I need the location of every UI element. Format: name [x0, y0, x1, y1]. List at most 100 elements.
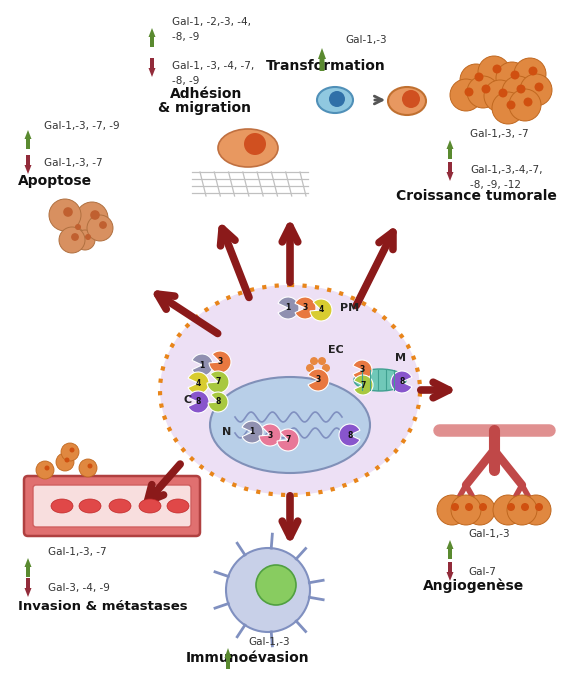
Circle shape [87, 464, 93, 469]
Circle shape [56, 453, 74, 471]
Text: Croissance tumorale: Croissance tumorale [395, 189, 556, 203]
Ellipse shape [139, 499, 161, 513]
Ellipse shape [79, 499, 101, 513]
Wedge shape [353, 360, 372, 380]
Circle shape [451, 495, 481, 525]
Text: Gal-1,-3: Gal-1,-3 [468, 529, 510, 539]
Text: Gal-1,-3,-4,-7,: Gal-1,-3,-4,-7, [470, 165, 543, 175]
Circle shape [535, 503, 543, 511]
Circle shape [464, 87, 474, 96]
Ellipse shape [167, 499, 189, 513]
Circle shape [507, 100, 515, 109]
Circle shape [91, 211, 99, 219]
Circle shape [256, 565, 296, 605]
Circle shape [511, 71, 519, 80]
Text: -8, -9: -8, -9 [172, 32, 199, 42]
Text: Gal-1,-3: Gal-1,-3 [248, 637, 290, 647]
Circle shape [493, 65, 501, 74]
Text: Gal-1,-3, -7: Gal-1,-3, -7 [44, 158, 102, 168]
Circle shape [244, 133, 266, 155]
Text: -8, -9: -8, -9 [172, 76, 199, 86]
Circle shape [492, 92, 524, 124]
Text: 4: 4 [195, 379, 201, 387]
Ellipse shape [354, 369, 406, 391]
Circle shape [437, 495, 467, 525]
Circle shape [36, 461, 54, 479]
Text: 7: 7 [215, 377, 221, 387]
Text: Transformation: Transformation [266, 59, 386, 73]
Wedge shape [354, 375, 373, 395]
Text: 8: 8 [195, 398, 201, 407]
Wedge shape [259, 424, 281, 446]
Text: Gal-7: Gal-7 [468, 567, 496, 577]
Text: Invasion & métastases: Invasion & métastases [18, 600, 188, 613]
Circle shape [478, 56, 510, 88]
Text: 8: 8 [400, 377, 405, 387]
Circle shape [465, 503, 473, 511]
Text: Gal-3, -4, -9: Gal-3, -4, -9 [48, 583, 110, 593]
Circle shape [310, 357, 318, 365]
Circle shape [465, 495, 495, 525]
Circle shape [484, 80, 516, 112]
Circle shape [521, 503, 529, 511]
Text: Gal-1,-3, -7: Gal-1,-3, -7 [470, 129, 529, 139]
Wedge shape [188, 372, 209, 394]
Text: 8: 8 [347, 431, 353, 440]
FancyArrow shape [148, 58, 156, 77]
Circle shape [310, 371, 318, 379]
Wedge shape [207, 371, 229, 393]
Circle shape [507, 503, 515, 511]
Wedge shape [209, 351, 231, 373]
Circle shape [516, 85, 526, 93]
Circle shape [322, 364, 330, 372]
Wedge shape [310, 299, 332, 321]
Text: Gal-1, -3, -4, -7,: Gal-1, -3, -4, -7, [172, 61, 254, 71]
Text: PM: PM [340, 303, 359, 313]
Text: & migration: & migration [158, 101, 251, 115]
Circle shape [69, 447, 75, 453]
Text: 3: 3 [267, 431, 273, 440]
Wedge shape [295, 297, 316, 319]
Circle shape [83, 232, 93, 242]
Text: 7: 7 [360, 381, 366, 390]
Text: Gal-1, -2,-3, -4,: Gal-1, -2,-3, -4, [172, 17, 251, 27]
Text: Gal-1,-3, -7: Gal-1,-3, -7 [48, 547, 107, 557]
Text: 4: 4 [318, 306, 324, 315]
Circle shape [499, 89, 507, 98]
Wedge shape [277, 429, 299, 451]
FancyArrow shape [225, 648, 232, 669]
Circle shape [329, 91, 345, 107]
Circle shape [534, 82, 544, 91]
Circle shape [493, 495, 523, 525]
Text: 3: 3 [316, 376, 321, 385]
Text: 7: 7 [285, 436, 291, 444]
Text: Gal-1,-3, -7, -9: Gal-1,-3, -7, -9 [44, 121, 120, 131]
FancyArrow shape [446, 540, 453, 559]
Text: 3: 3 [302, 304, 307, 313]
Text: 1: 1 [285, 304, 291, 313]
Text: 8: 8 [215, 398, 221, 407]
Circle shape [451, 503, 459, 511]
Circle shape [79, 205, 105, 231]
Ellipse shape [51, 499, 73, 513]
Ellipse shape [210, 377, 370, 473]
Circle shape [523, 98, 533, 106]
FancyArrow shape [446, 140, 453, 159]
Text: N: N [222, 427, 231, 437]
FancyArrow shape [24, 578, 31, 597]
FancyArrow shape [446, 562, 453, 581]
Circle shape [514, 58, 546, 90]
Circle shape [318, 371, 326, 379]
FancyArrow shape [446, 162, 453, 181]
Text: Apoptose: Apoptose [18, 174, 92, 188]
Wedge shape [391, 371, 412, 393]
Wedge shape [308, 369, 329, 391]
Circle shape [521, 495, 551, 525]
Wedge shape [208, 392, 228, 412]
Circle shape [79, 459, 97, 477]
Circle shape [496, 62, 528, 94]
FancyArrow shape [24, 558, 31, 577]
Wedge shape [339, 424, 360, 446]
Wedge shape [192, 354, 213, 376]
Text: Adhésion: Adhésion [170, 87, 243, 101]
